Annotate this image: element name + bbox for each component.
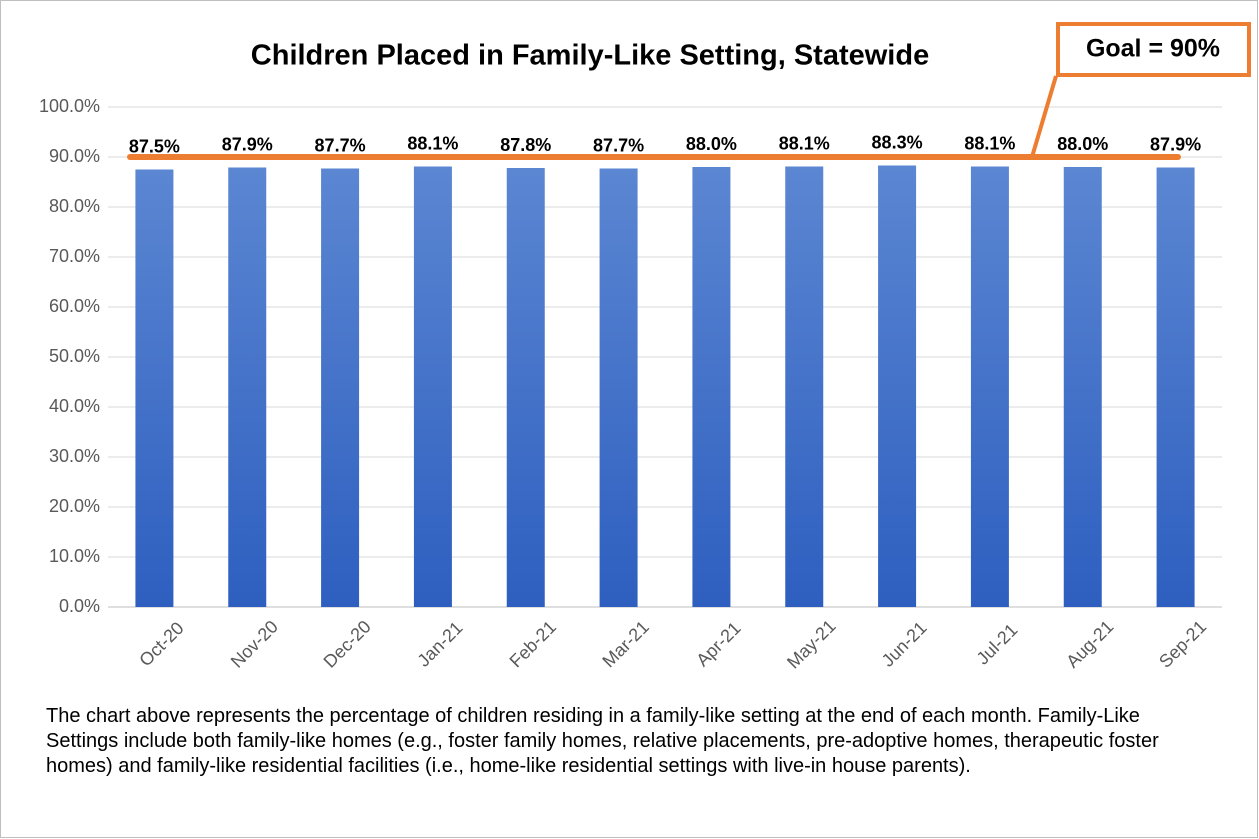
- data-label: 88.3%: [872, 132, 923, 152]
- bar: [1063, 167, 1102, 607]
- bar: [413, 166, 452, 607]
- y-tick-label: 70.0%: [49, 246, 100, 266]
- data-label: 87.8%: [500, 135, 551, 155]
- caption: The chart above represents the percentag…: [46, 705, 1159, 777]
- bar: [599, 168, 638, 607]
- data-label: 88.0%: [686, 134, 737, 154]
- y-tick-label: 60.0%: [49, 296, 100, 316]
- y-tick-label: 50.0%: [49, 346, 100, 366]
- data-label: 87.9%: [222, 134, 273, 154]
- bar: [878, 165, 917, 607]
- bar: [135, 169, 174, 607]
- data-label: 88.1%: [964, 133, 1015, 153]
- y-tick-label: 40.0%: [49, 396, 100, 416]
- y-tick-label: 90.0%: [49, 146, 100, 166]
- bar: [785, 166, 824, 607]
- data-label: 87.7%: [593, 135, 644, 155]
- data-label: 87.7%: [315, 135, 366, 155]
- y-tick-label: 20.0%: [49, 496, 100, 516]
- y-tick-label: 30.0%: [49, 446, 100, 466]
- data-label: 88.1%: [779, 133, 830, 153]
- y-tick-label: 100.0%: [39, 96, 100, 116]
- chart-title: Children Placed in Family-Like Setting, …: [251, 40, 929, 72]
- data-label: 87.9%: [1150, 134, 1201, 154]
- data-label: 88.1%: [407, 133, 458, 153]
- bar: [321, 168, 360, 607]
- goal-box: [1056, 22, 1251, 77]
- bar: [228, 167, 267, 607]
- bar: [692, 167, 731, 607]
- data-label: 87.5%: [129, 136, 180, 156]
- y-tick-label: 80.0%: [49, 196, 100, 216]
- y-tick-label: 0.0%: [59, 596, 100, 616]
- goal-connector: [1030, 75, 1058, 158]
- bar: [1156, 167, 1195, 607]
- bar: [506, 168, 545, 607]
- bar: [970, 166, 1009, 607]
- goal-label: Goal = 90%: [1086, 35, 1220, 63]
- y-tick-label: 10.0%: [49, 546, 100, 566]
- data-label: 88.0%: [1057, 134, 1108, 154]
